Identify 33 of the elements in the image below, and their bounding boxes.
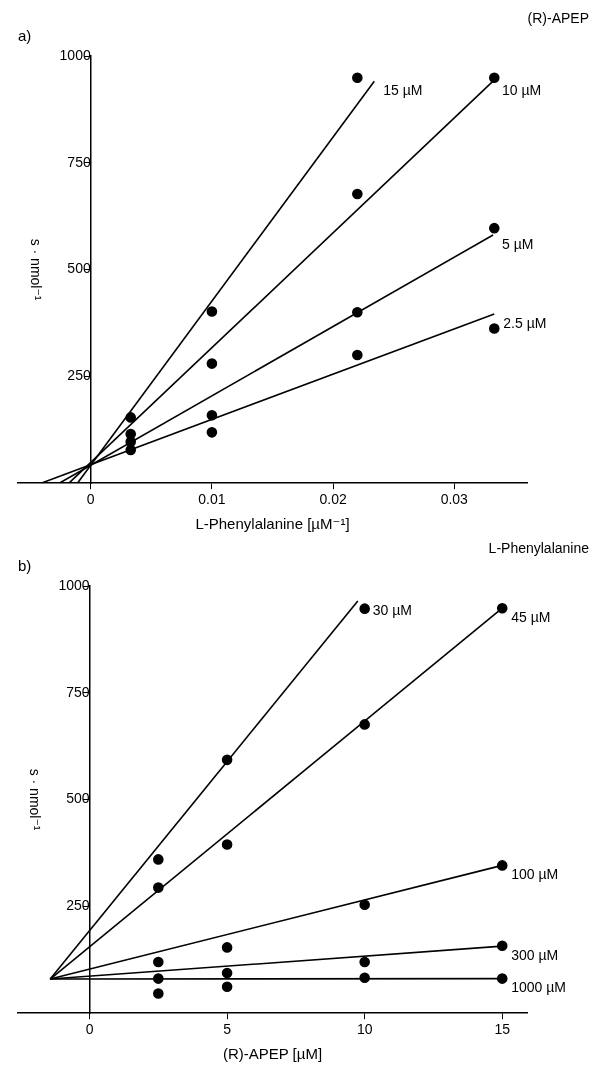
y-tick-label: 750 xyxy=(67,153,91,170)
chart-title: a) xyxy=(18,27,32,45)
y-tick-label: 500 xyxy=(67,260,91,277)
legend-title: L-Phenylalanine xyxy=(488,539,590,556)
x-tick-label: 5 xyxy=(223,1021,232,1038)
x-tick-label: 10 xyxy=(356,1021,373,1038)
x-tick-label: 0.03 xyxy=(440,491,469,508)
chart-title: b) xyxy=(18,557,32,575)
series-label: 2.5 µM xyxy=(503,314,547,331)
x-tick-label: 0.01 xyxy=(198,491,226,508)
y-tick-label: 1000 xyxy=(59,46,91,63)
y-tick-label: 250 xyxy=(67,367,91,384)
x-tick-label: 0 xyxy=(86,491,95,508)
series-label: 15 µM xyxy=(383,82,423,99)
y-tick-label: 250 xyxy=(66,897,90,914)
series-label: 45 µM xyxy=(511,609,551,626)
y-tick-label: 750 xyxy=(66,683,90,700)
x-tick-label: 0.02 xyxy=(319,491,347,508)
x-axis-title: (R)-APEP [µM] xyxy=(222,1045,323,1063)
series-label: 300 µM xyxy=(511,946,559,963)
x-tick-label: 15 xyxy=(494,1021,511,1038)
series-label: 5 µM xyxy=(502,235,534,252)
legend-title: (R)-APEP xyxy=(527,9,589,26)
y-tick-label: 500 xyxy=(66,790,90,807)
y-axis-title: s · nmol⁻¹ xyxy=(28,238,45,301)
series-label: 30 µM xyxy=(372,601,412,618)
x-tick-label: 0 xyxy=(85,1021,94,1038)
y-tick-label: 1000 xyxy=(58,576,90,593)
series-label: 10 µM xyxy=(502,82,542,99)
y-axis-title: s · nmol⁻¹ xyxy=(27,768,44,831)
series-label: 100 µM xyxy=(511,866,559,883)
x-axis-title: L-Phenylalanine [µM⁻¹] xyxy=(195,515,350,533)
series-label: 1000 µM xyxy=(511,979,566,996)
